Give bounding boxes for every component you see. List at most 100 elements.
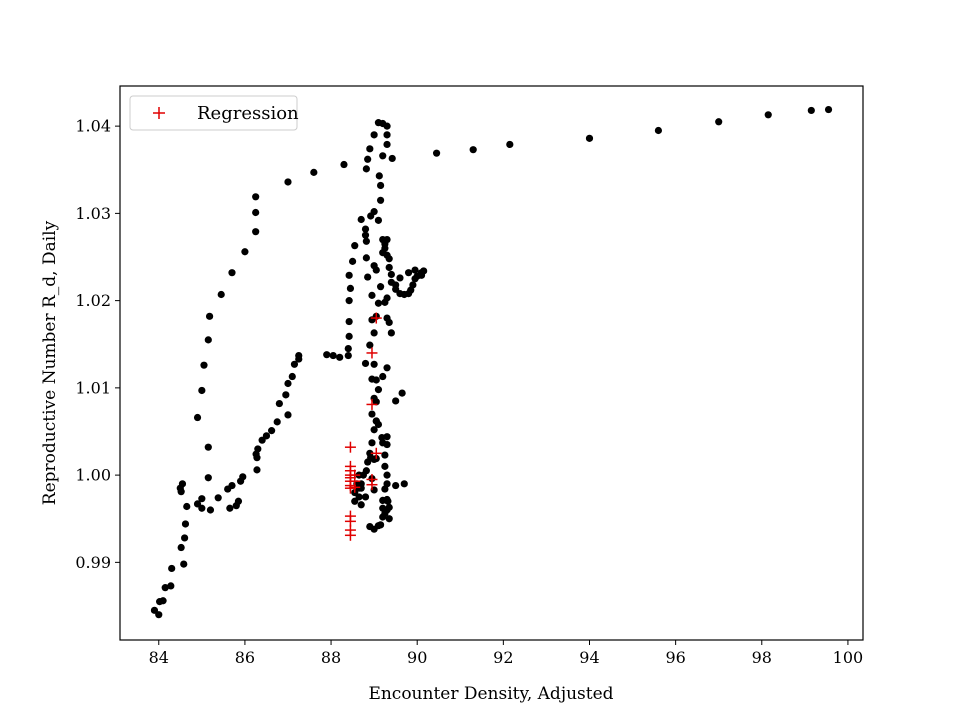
regression-point	[366, 347, 378, 359]
observed-point	[364, 273, 372, 281]
observed-point	[228, 269, 236, 277]
observed-point	[824, 105, 833, 114]
observed-point	[715, 118, 723, 126]
observed-point	[362, 254, 370, 262]
observed-point	[376, 181, 385, 190]
observed-point	[252, 228, 260, 236]
observed-point	[383, 131, 391, 139]
observed-point	[155, 611, 163, 619]
observed-point	[398, 389, 406, 397]
observed-point	[372, 398, 380, 406]
observed-point	[383, 433, 391, 441]
observed-point	[228, 481, 236, 490]
observed-point	[364, 155, 372, 163]
observed-point	[370, 426, 378, 434]
observed-point	[370, 360, 378, 368]
observed-point	[381, 244, 389, 252]
observed-point	[198, 504, 206, 512]
observed-point	[200, 361, 208, 369]
observed-point	[204, 474, 212, 482]
observed-point	[252, 208, 260, 217]
observed-point	[387, 329, 395, 337]
observed-point	[383, 122, 391, 130]
x-tick-label: 88	[321, 648, 341, 667]
observed-point	[275, 399, 283, 408]
observed-point	[288, 372, 296, 381]
observed-point	[340, 160, 348, 169]
observed-point	[396, 274, 404, 282]
observed-point	[379, 513, 387, 521]
x-tick-label: 92	[493, 648, 513, 667]
data-points	[150, 105, 833, 619]
observed-point	[383, 251, 391, 259]
observed-point	[362, 467, 370, 475]
regression-point	[366, 479, 378, 491]
x-tick-label: 98	[752, 648, 772, 667]
observed-point	[362, 237, 370, 245]
observed-point	[385, 515, 393, 523]
observed-point	[370, 208, 378, 216]
observed-point	[372, 376, 380, 384]
observed-point	[383, 140, 391, 149]
x-axis-label: Encounter Density, Adjusted	[368, 684, 613, 704]
observed-point	[383, 235, 391, 244]
observed-point	[379, 152, 387, 160]
observed-point	[469, 146, 477, 154]
observed-point	[381, 485, 389, 493]
observed-point	[345, 332, 353, 340]
observed-point	[375, 172, 383, 180]
regression-point	[349, 481, 361, 493]
observed-point	[284, 411, 292, 419]
observed-point	[404, 269, 413, 277]
observed-point	[178, 480, 187, 488]
regression-point	[370, 447, 382, 459]
observed-point	[376, 283, 385, 291]
observed-point	[344, 345, 352, 353]
legend: Regression	[129, 95, 299, 131]
observed-point	[367, 454, 375, 462]
observed-point	[387, 270, 395, 279]
observed-point	[383, 440, 391, 449]
observed-point	[388, 154, 396, 163]
observed-point	[290, 360, 299, 368]
observed-point	[198, 495, 206, 503]
observed-point	[253, 466, 261, 474]
observed-point	[234, 497, 243, 505]
legend-label-regression: Regression	[197, 103, 299, 124]
observed-point	[585, 134, 594, 142]
observed-point	[370, 131, 378, 139]
observed-point	[183, 502, 191, 511]
observed-point	[432, 149, 441, 157]
legend-box	[129, 95, 298, 131]
observed-point	[181, 520, 190, 528]
observed-point	[168, 564, 176, 573]
observed-point	[392, 397, 400, 405]
observed-point	[214, 494, 222, 502]
y-tick-label: 1.01	[75, 378, 111, 397]
observed-point	[217, 290, 225, 299]
observed-point	[383, 471, 391, 479]
x-tick-label: 100	[833, 648, 864, 667]
observed-point	[366, 341, 374, 349]
observed-point	[198, 386, 206, 395]
observed-point	[193, 413, 202, 422]
x-tick-label: 94	[579, 648, 599, 667]
y-tick-label: 1.02	[75, 291, 111, 310]
observed-point	[177, 488, 185, 496]
observed-point	[411, 266, 419, 274]
x-tick-label: 84	[149, 648, 169, 667]
observed-point	[357, 215, 365, 224]
observed-point	[374, 299, 383, 307]
observed-point	[159, 597, 167, 605]
observed-point	[385, 263, 393, 272]
observed-point	[351, 242, 359, 250]
observed-point	[323, 351, 331, 359]
observed-point	[366, 145, 374, 153]
observed-point	[383, 364, 391, 372]
observed-point	[357, 501, 365, 509]
observed-point	[204, 336, 212, 344]
observed-point	[204, 443, 212, 451]
observed-point	[206, 506, 215, 514]
observed-point	[654, 126, 663, 135]
observed-point	[764, 111, 772, 119]
